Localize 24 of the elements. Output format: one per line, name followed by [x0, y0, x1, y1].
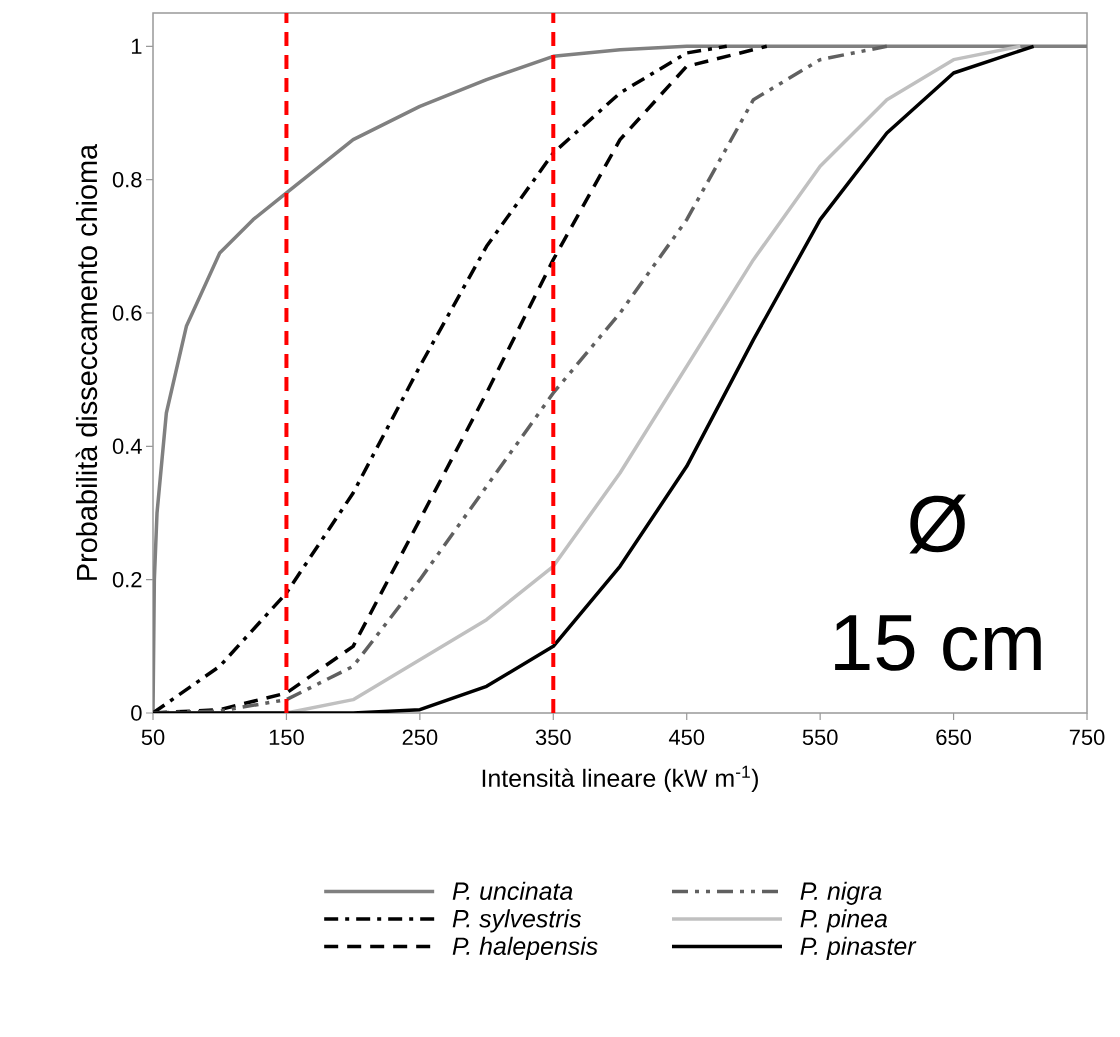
y-tick-label: 0.8: [112, 171, 142, 188]
x-tick-label: 150: [269, 729, 304, 746]
x-tick-label: 50: [141, 729, 165, 746]
x-tick-label: 250: [402, 729, 438, 746]
legend-label: P. nigra: [800, 881, 882, 905]
y-tick-label: 0.4: [112, 438, 142, 455]
x-tick-label: 550: [802, 729, 838, 746]
legend-label: P. pinea: [800, 909, 888, 933]
legend-label: P. sylvestris: [452, 909, 582, 933]
y-tick-label: 0.6: [112, 305, 142, 321]
x-tick-label: 650: [936, 729, 971, 746]
legend-label: P. halepensis: [452, 936, 598, 960]
x-tick-label: 750: [1069, 729, 1105, 746]
y-tick-label: 0.2: [112, 571, 142, 588]
legend-label: P. pinaster: [800, 936, 917, 960]
legend-label: P. uncinata: [452, 881, 573, 900]
annotation: Ø: [909, 494, 966, 554]
x-tick-label: 450: [668, 729, 705, 746]
y-axis-title: Probabilità disseccamento chioma: [75, 143, 98, 580]
x-tick-label: 350: [535, 729, 571, 746]
y-tick-label: 1: [131, 38, 142, 54]
annotation: 15 cm: [835, 615, 1041, 671]
x-axis-title: Intensità lineare (kW m$^{-1}$): [482, 765, 758, 793]
y-tick-label: 0: [131, 705, 142, 721]
